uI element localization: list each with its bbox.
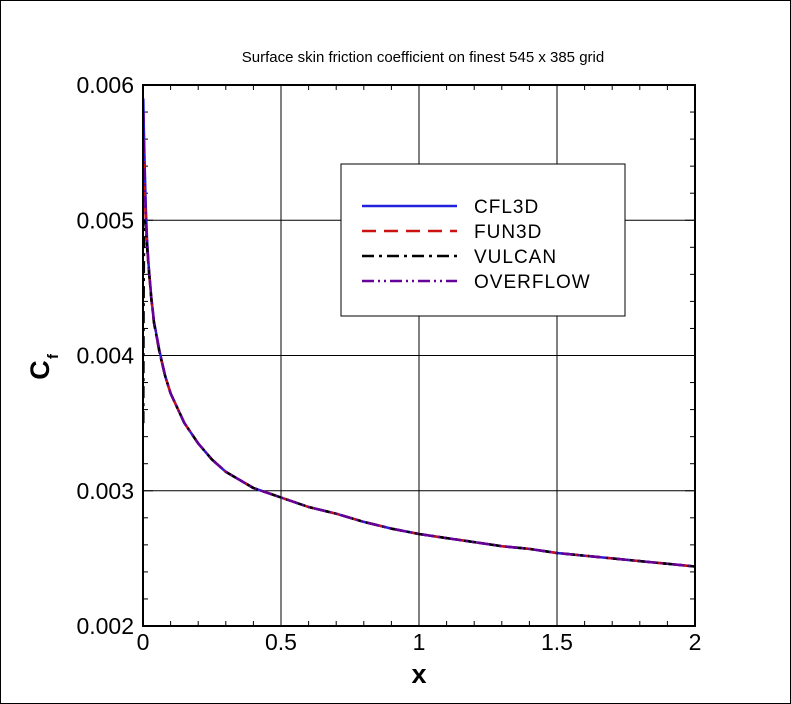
y-tick-label: 0.006 bbox=[76, 72, 134, 98]
y-tick-label: 0.005 bbox=[76, 207, 134, 233]
y-axis-label-group: C f bbox=[25, 353, 62, 380]
series-group bbox=[142, 98, 696, 568]
legend: CFL3D FUN3D VULCAN OVERFLOW bbox=[340, 163, 626, 317]
x-tick-label: 1.5 bbox=[541, 629, 573, 655]
x-tick-label: 0.5 bbox=[265, 629, 297, 655]
legend-label-vulcan: VULCAN bbox=[474, 247, 557, 268]
y-tick-label: 0.002 bbox=[76, 613, 134, 639]
y-axis-label: C bbox=[25, 360, 55, 380]
y-tick-label: 0.004 bbox=[76, 343, 134, 369]
legend-label-cfl3d: CFL3D bbox=[474, 197, 539, 218]
plot-border bbox=[142, 84, 696, 627]
chart-title: Surface skin friction coefficient on fin… bbox=[242, 49, 604, 66]
legend-label-fun3d: FUN3D bbox=[474, 222, 542, 243]
x-tick-label: 0 bbox=[137, 629, 150, 655]
y-axis-label-subscript: f bbox=[45, 353, 62, 359]
legend-label-overflow: OVERFLOW bbox=[474, 272, 591, 293]
series-line-overflow bbox=[142, 112, 696, 568]
tick-labels: 0 0.5 1 1.5 2 0.002 0.003 0.004 0.005 0.006 bbox=[76, 72, 701, 655]
x-axis-label: x bbox=[411, 659, 426, 689]
legend-box bbox=[340, 163, 626, 317]
y-tick-label: 0.003 bbox=[76, 478, 134, 504]
x-tick-label: 2 bbox=[689, 629, 702, 655]
x-tick-label: 1 bbox=[413, 629, 426, 655]
